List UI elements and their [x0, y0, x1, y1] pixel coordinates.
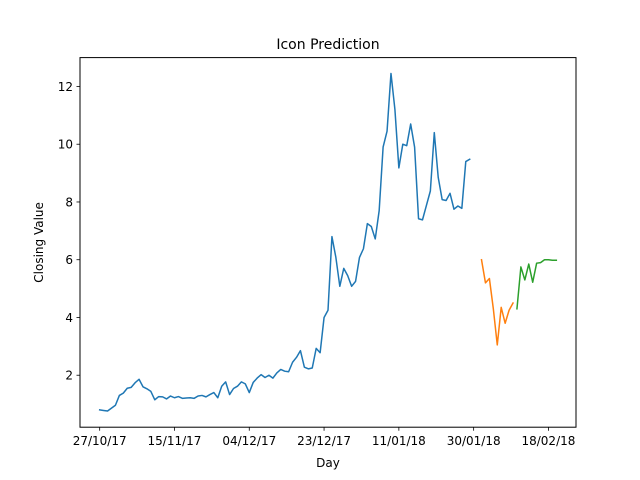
x-axis-ticks: 27/10/17 15/11/17 04/12/17 23/12/17 11/01/18…: [73, 427, 575, 448]
x-tick-label: 15/11/17: [148, 434, 202, 448]
series-layer: [98, 72, 558, 412]
y-tick-label: 4: [65, 311, 73, 325]
y-tick-label: 8: [65, 195, 73, 209]
y-tick-label: 10: [58, 138, 73, 152]
x-tick-label: 11/01/18: [372, 434, 426, 448]
x-axis-label: Day: [316, 456, 340, 470]
x-tick-label: 23/12/17: [297, 434, 351, 448]
chart-title: Icon Prediction: [276, 37, 379, 53]
series-line-1: [98, 72, 471, 412]
plot-area: 27/10/17 15/11/17 04/12/17 23/12/17 11/01/18…: [58, 57, 577, 448]
x-tick-label: 18/02/18: [521, 434, 575, 448]
y-tick-label: 12: [58, 80, 73, 94]
y-tick-label: 2: [65, 369, 73, 383]
y-axis-ticks: 2 4 6 8 10 12: [58, 80, 80, 383]
y-tick-label: 6: [65, 253, 73, 267]
series-line-3: [516, 258, 558, 310]
series-line-2: [480, 258, 515, 346]
axes-frame: [79, 57, 577, 428]
x-tick-label: 30/01/18: [447, 434, 501, 448]
x-tick-label: 27/10/17: [73, 434, 127, 448]
y-axis-label: Closing Value: [32, 202, 46, 283]
x-tick-label: 04/12/17: [222, 434, 276, 448]
